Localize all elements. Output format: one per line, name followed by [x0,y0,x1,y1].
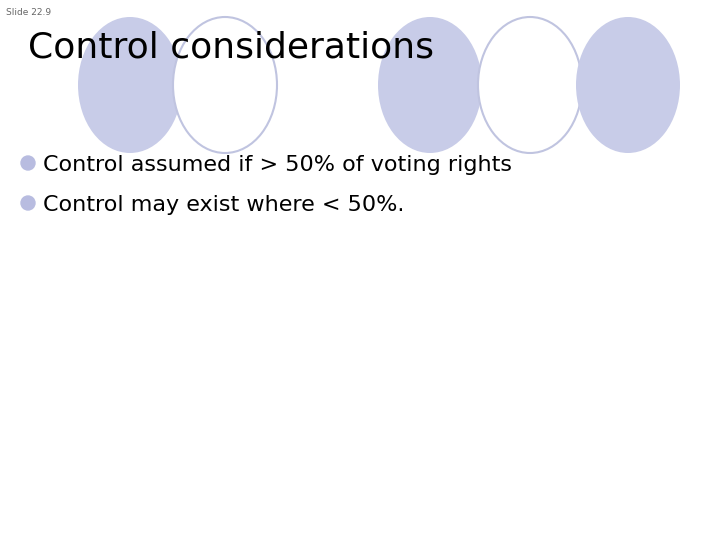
Text: Control may exist where < 50%.: Control may exist where < 50%. [43,195,405,215]
Circle shape [21,156,35,170]
Ellipse shape [478,17,582,153]
Ellipse shape [173,17,277,153]
Text: Control considerations: Control considerations [28,30,434,64]
Ellipse shape [78,17,182,153]
Ellipse shape [378,17,482,153]
Text: Slide 22.9: Slide 22.9 [6,8,51,17]
Text: Control assumed if > 50% of voting rights: Control assumed if > 50% of voting right… [43,155,512,175]
Circle shape [21,196,35,210]
Ellipse shape [576,17,680,153]
